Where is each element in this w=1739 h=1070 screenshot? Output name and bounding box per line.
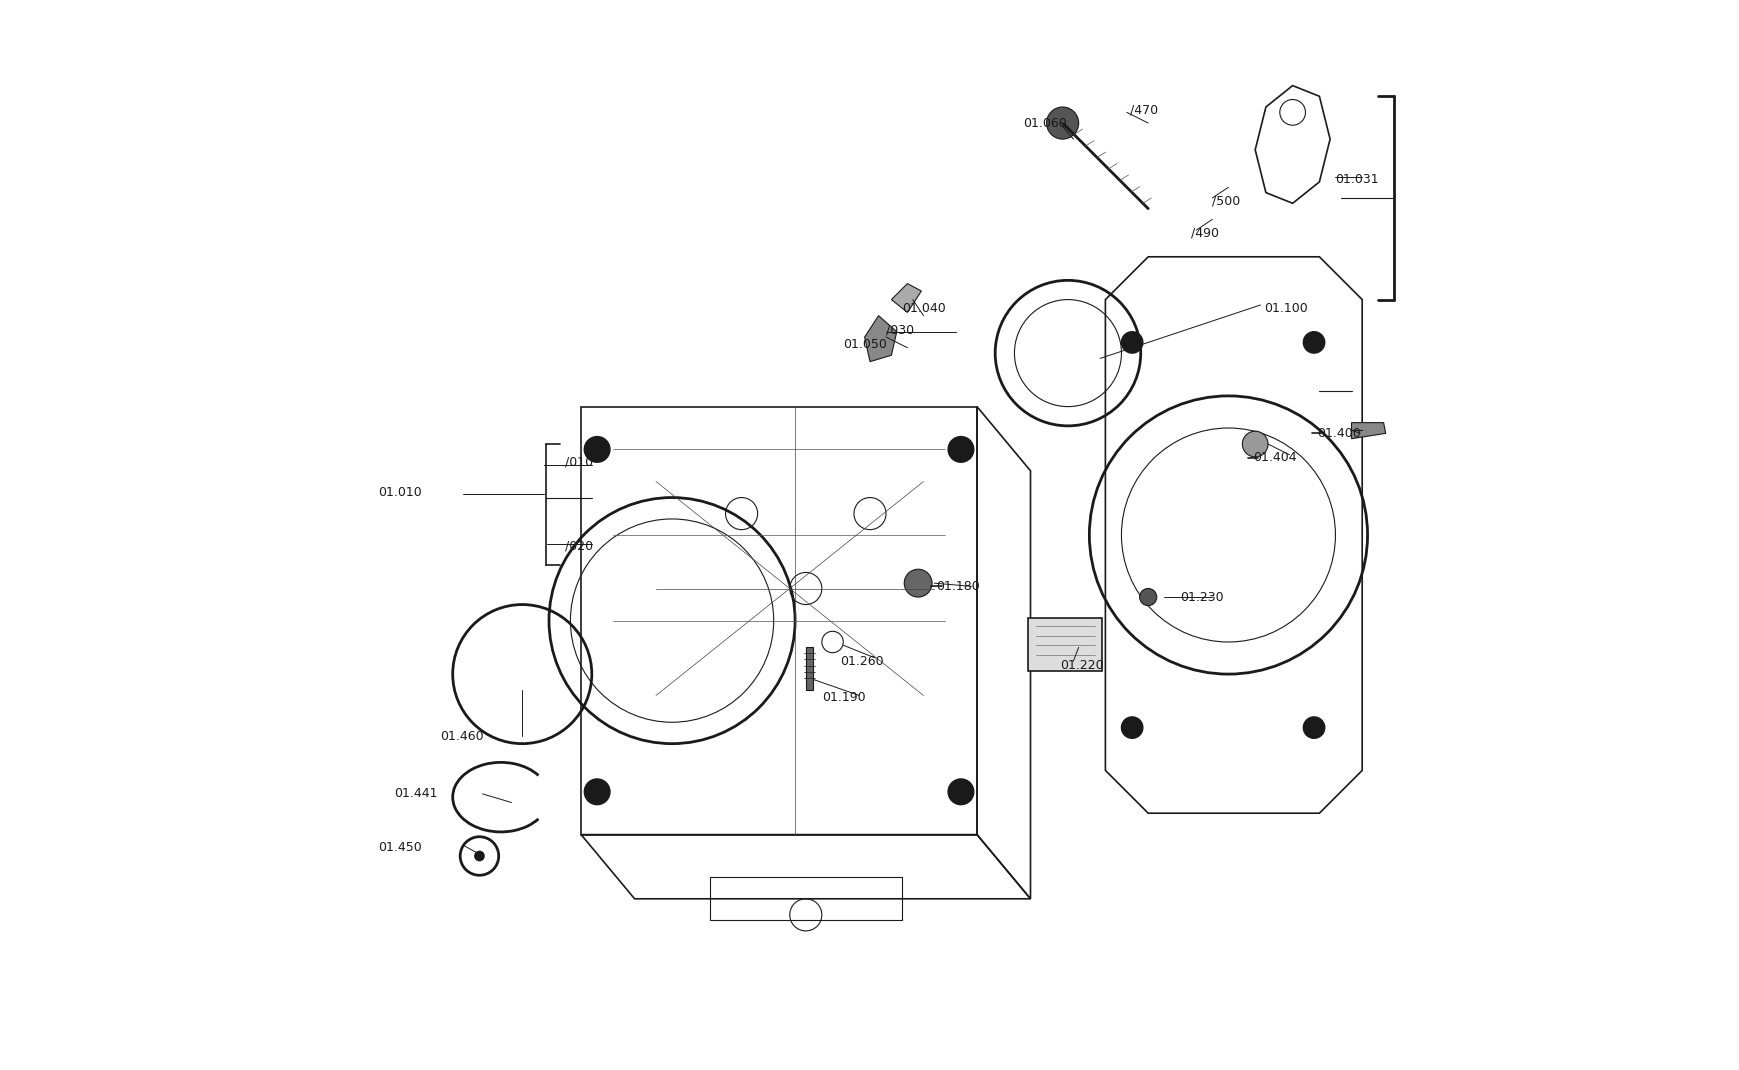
Circle shape <box>1139 588 1156 606</box>
Text: 01.260: 01.260 <box>840 655 883 668</box>
Circle shape <box>1122 332 1143 353</box>
Text: 01.180: 01.180 <box>936 580 979 593</box>
Circle shape <box>1303 717 1323 738</box>
Circle shape <box>904 569 932 597</box>
Circle shape <box>1045 107 1078 139</box>
Circle shape <box>1122 717 1143 738</box>
Circle shape <box>1303 332 1323 353</box>
Text: 01.010: 01.010 <box>377 486 421 499</box>
Circle shape <box>584 437 610 462</box>
Text: 01.460: 01.460 <box>440 730 483 743</box>
Circle shape <box>948 779 974 805</box>
Polygon shape <box>890 284 922 312</box>
Text: 01.441: 01.441 <box>393 788 436 800</box>
Circle shape <box>948 437 974 462</box>
Text: 01.220: 01.220 <box>1059 659 1104 672</box>
FancyBboxPatch shape <box>1028 618 1101 671</box>
Text: /500: /500 <box>1212 195 1240 208</box>
Circle shape <box>473 851 485 861</box>
Text: /490: /490 <box>1189 227 1219 240</box>
Bar <box>710 877 901 920</box>
Polygon shape <box>864 316 896 362</box>
Text: 01.050: 01.050 <box>843 338 887 351</box>
Text: 01.400: 01.400 <box>1316 427 1360 440</box>
Text: /010: /010 <box>565 456 593 469</box>
Polygon shape <box>1351 423 1384 439</box>
Text: 01.040: 01.040 <box>901 302 946 315</box>
Text: 01.230: 01.230 <box>1179 591 1223 603</box>
Text: 01.450: 01.450 <box>377 841 421 854</box>
Text: /470: /470 <box>1129 104 1158 117</box>
Text: /020: /020 <box>565 539 593 552</box>
Circle shape <box>1242 431 1268 457</box>
Text: 01.060: 01.060 <box>1023 117 1066 129</box>
Text: 01.190: 01.190 <box>821 691 864 704</box>
Polygon shape <box>805 647 812 690</box>
Text: 01.031: 01.031 <box>1336 173 1379 186</box>
Text: /030: /030 <box>885 323 913 336</box>
Circle shape <box>584 779 610 805</box>
Text: 01.100: 01.100 <box>1263 302 1306 315</box>
Text: 01.404: 01.404 <box>1252 452 1296 464</box>
